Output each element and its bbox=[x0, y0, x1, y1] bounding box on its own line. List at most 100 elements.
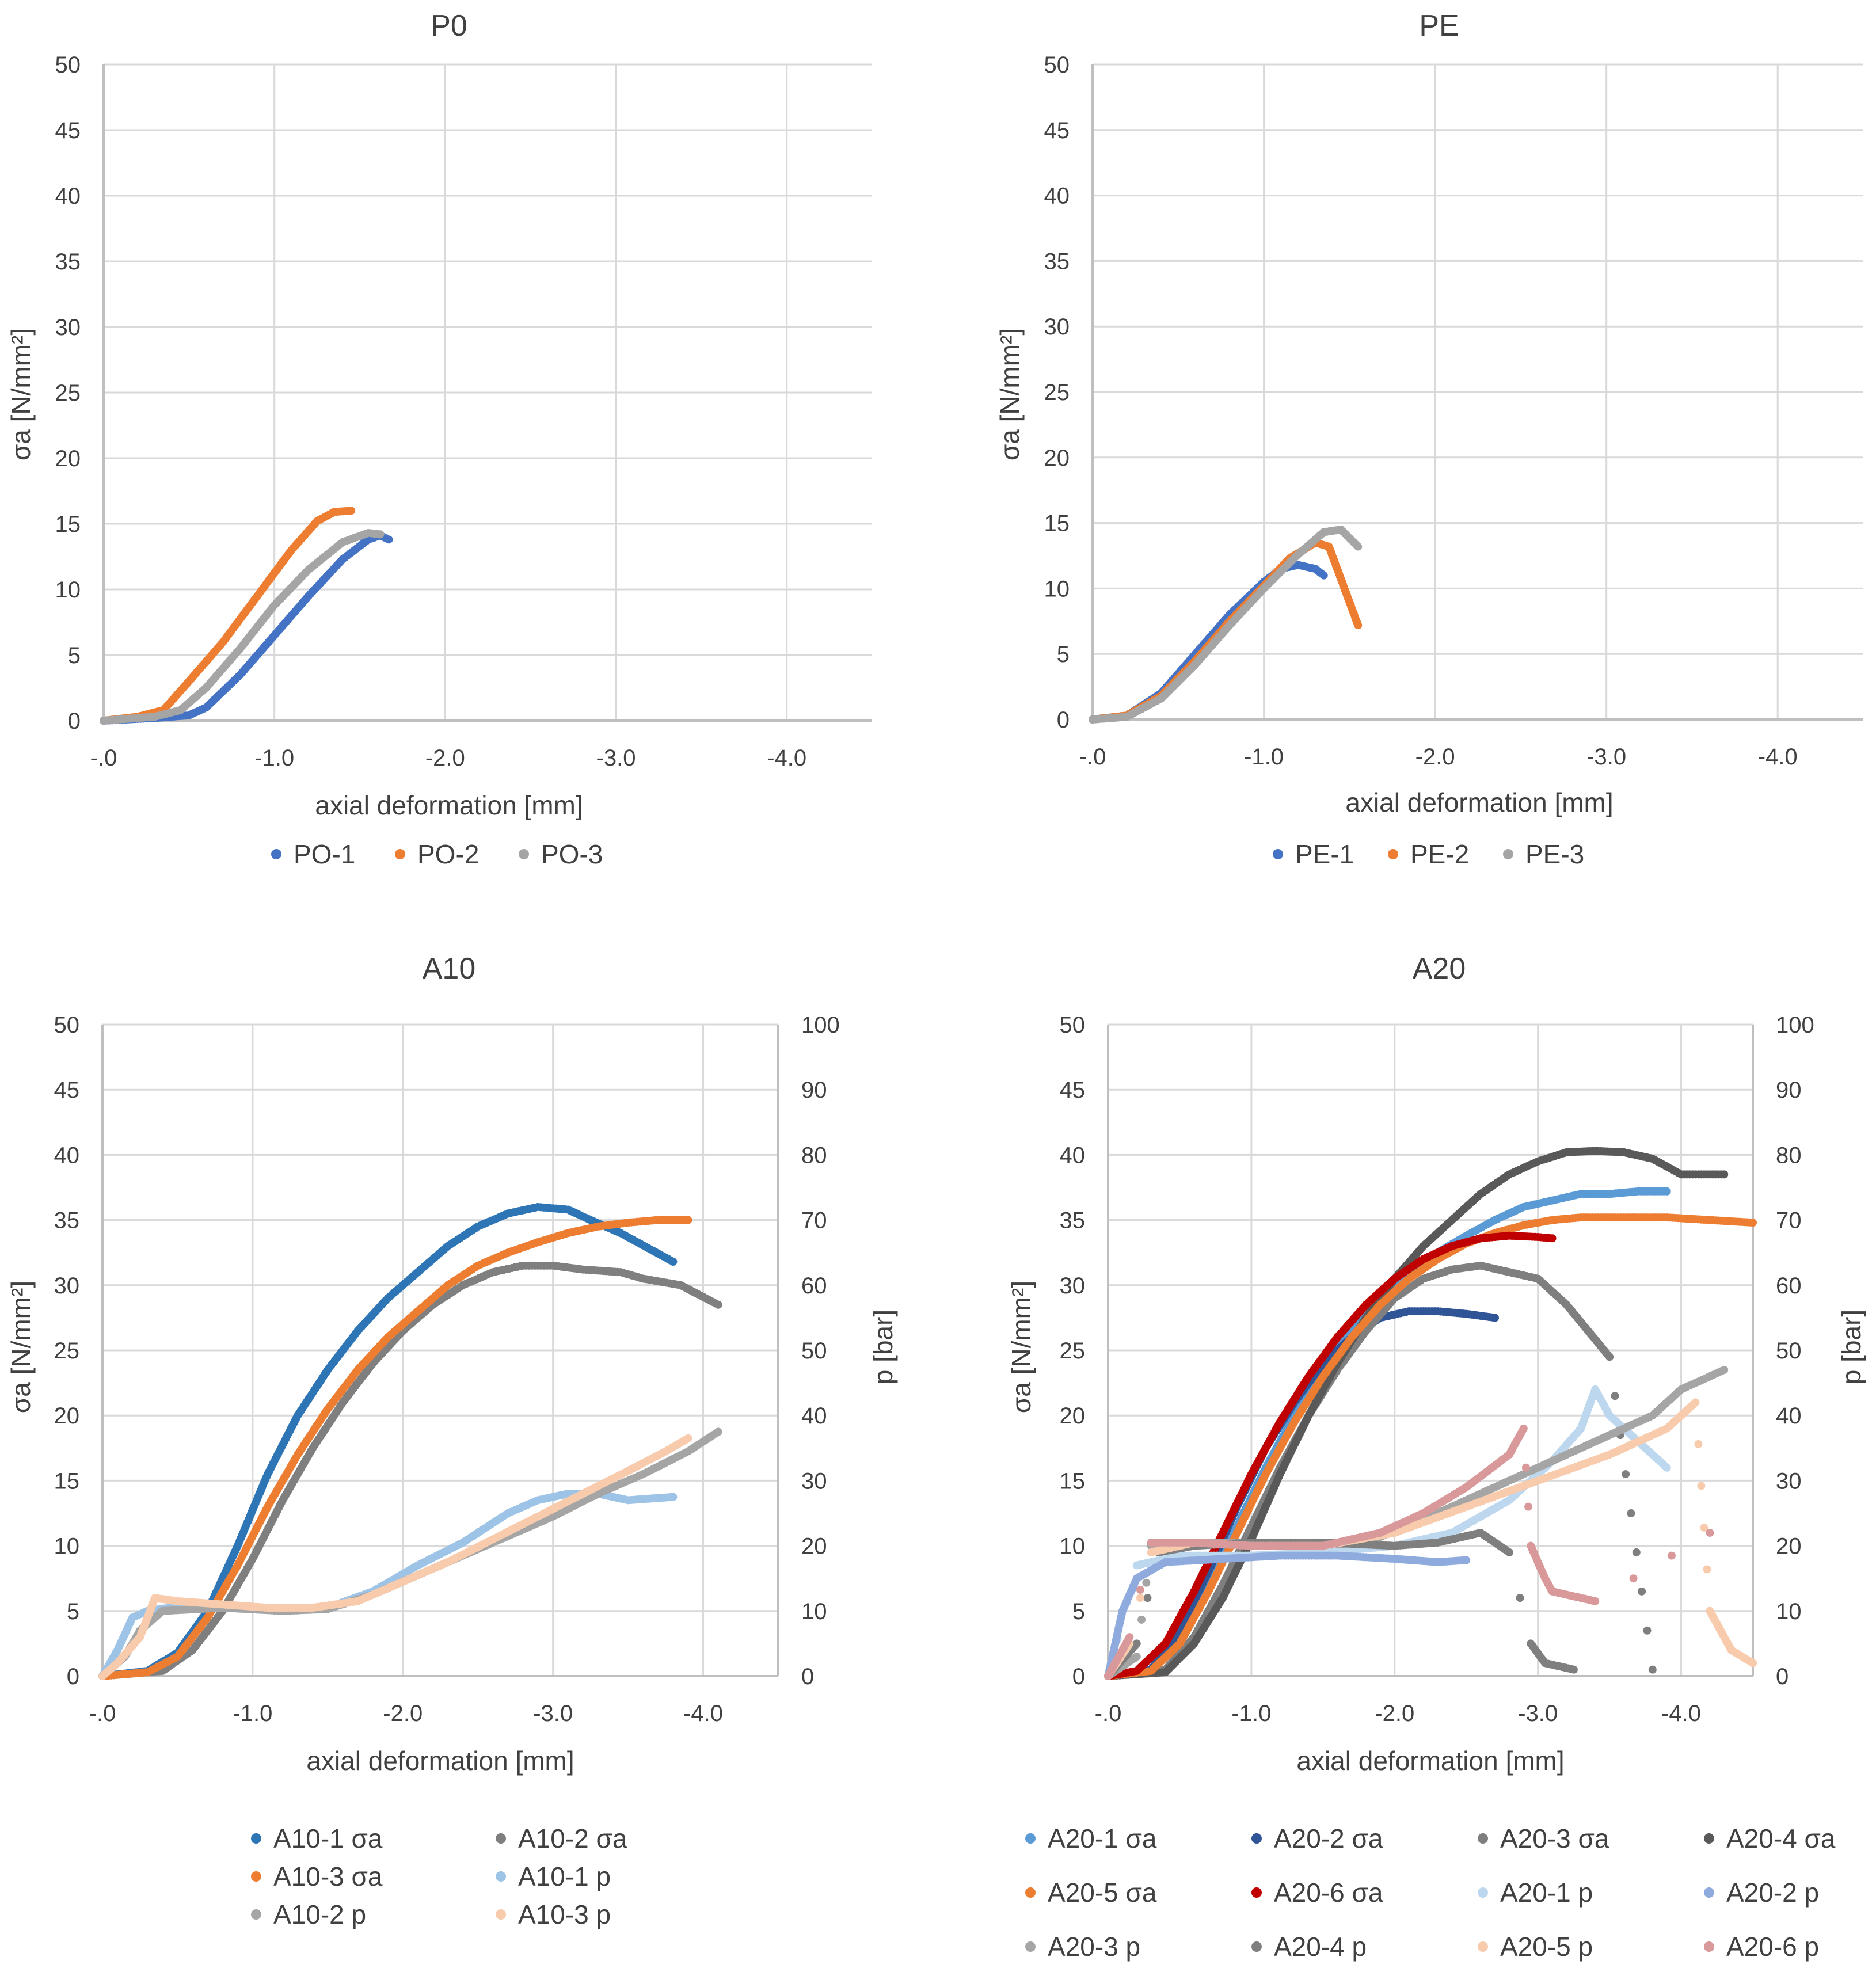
data-point bbox=[669, 1258, 678, 1266]
y-tick-label: 10 bbox=[1060, 1534, 1086, 1559]
y2-tick-label: 70 bbox=[801, 1208, 827, 1234]
x-tick-label: -.0 bbox=[89, 1701, 116, 1726]
x-tick-label: -2.0 bbox=[383, 1701, 423, 1726]
y-tick-label: 10 bbox=[1044, 576, 1070, 602]
y-tick-label: 50 bbox=[54, 1012, 80, 1038]
legend-label: PE-1 bbox=[1295, 839, 1354, 869]
y-tick-label: 40 bbox=[55, 184, 81, 209]
y-tick-label: 10 bbox=[55, 577, 81, 603]
legend-marker bbox=[496, 1909, 506, 1920]
data-point bbox=[1648, 1665, 1657, 1674]
x-tick-label: -3.0 bbox=[533, 1701, 573, 1726]
legend-marker bbox=[496, 1871, 506, 1882]
data-point bbox=[1132, 1653, 1141, 1661]
y2-tick-label: 0 bbox=[801, 1664, 814, 1689]
legend-item: A10-2 σa bbox=[496, 1823, 627, 1853]
x-tick-label: -4.0 bbox=[1758, 744, 1798, 770]
x-tick-label: -1.0 bbox=[1244, 744, 1284, 770]
y2-tick-label: 20 bbox=[801, 1534, 827, 1559]
y-tick-label: 35 bbox=[55, 249, 81, 275]
data-point bbox=[1720, 1170, 1729, 1179]
y-tick-label: 5 bbox=[67, 1599, 79, 1624]
y2-tick-label: 100 bbox=[1776, 1012, 1814, 1038]
data-point bbox=[376, 530, 385, 539]
x-tick-label: -.0 bbox=[1095, 1701, 1122, 1726]
data-point bbox=[1505, 1548, 1513, 1556]
chart-p0-gridlines bbox=[104, 63, 872, 721]
legend-item: PO-3 bbox=[519, 839, 603, 869]
data-point bbox=[714, 1427, 722, 1436]
y-tick-label: 20 bbox=[1044, 446, 1070, 471]
x-tick-label: -2.0 bbox=[425, 745, 465, 771]
data-point bbox=[1622, 1470, 1630, 1479]
chart-pe-y-axis-label: σa [N/mm²] bbox=[995, 328, 1025, 460]
series-A20-2-σa bbox=[1104, 1307, 1499, 1680]
data-point bbox=[1662, 1463, 1671, 1472]
y-tick-label: 35 bbox=[54, 1208, 80, 1234]
chart-p0-y-axis-label: σa [N/mm²] bbox=[6, 328, 36, 460]
legend-item: PE-1 bbox=[1273, 839, 1354, 869]
y-tick-label: 20 bbox=[54, 1403, 80, 1429]
legend-label: A10-1 p bbox=[518, 1861, 611, 1891]
chart-p0-x-axis-label: axial deformation [mm] bbox=[315, 790, 583, 820]
x-tick-label: -3.0 bbox=[1518, 1701, 1558, 1726]
legend-label: A10-1 σa bbox=[273, 1823, 383, 1853]
y-tick-label: 5 bbox=[1072, 1599, 1085, 1624]
y-tick-label: 25 bbox=[54, 1338, 80, 1364]
y2-tick-label: 30 bbox=[801, 1468, 827, 1494]
chart-pe-gridlines bbox=[1093, 63, 1863, 719]
y-tick-label: 20 bbox=[55, 446, 81, 471]
legend-marker bbox=[1388, 849, 1398, 859]
legend-item: PO-2 bbox=[395, 839, 479, 869]
chart-a10-data-marks bbox=[98, 1202, 722, 1680]
legend-label: PO-1 bbox=[294, 839, 355, 869]
y2-tick-label: 40 bbox=[1776, 1403, 1802, 1429]
chart-a20-data-marks bbox=[1104, 1147, 1757, 1680]
chart-a20-axes bbox=[1107, 1025, 1754, 1677]
data-point bbox=[1143, 1594, 1152, 1602]
y-tick-label: 30 bbox=[1060, 1273, 1086, 1299]
legend-label: A10-2 p bbox=[273, 1899, 366, 1929]
data-point bbox=[1516, 1594, 1524, 1602]
y-tick-label: 15 bbox=[1060, 1468, 1086, 1494]
data-point bbox=[669, 1493, 678, 1501]
legend-marker bbox=[251, 1833, 261, 1844]
legend-item: A10-1 p bbox=[496, 1861, 611, 1891]
x-tick-label: -.0 bbox=[1079, 744, 1106, 770]
chart-a10-x-tick-labels: -.0 -1.0 -2.0 -3.0 -4.0 bbox=[89, 1701, 723, 1726]
y-tick-label: 5 bbox=[1057, 642, 1070, 667]
y-tick-label: 0 bbox=[68, 709, 81, 734]
series-PO-3 bbox=[100, 528, 385, 725]
y-tick-label: 0 bbox=[1072, 1664, 1085, 1689]
y2-tick-label: 40 bbox=[801, 1403, 827, 1429]
chart-p0-data-marks bbox=[100, 507, 393, 725]
x-tick-label: -3.0 bbox=[596, 745, 636, 771]
legend-item: PO-1 bbox=[271, 839, 355, 869]
legend-marker bbox=[251, 1871, 261, 1882]
series-A20-2-p bbox=[1104, 1551, 1471, 1680]
y-tick-label: 5 bbox=[68, 643, 81, 668]
legend-marker bbox=[271, 849, 281, 859]
y-tick-label: 30 bbox=[55, 315, 81, 340]
y-tick-label: 40 bbox=[1060, 1143, 1086, 1168]
y-tick-label: 45 bbox=[54, 1078, 80, 1103]
y2-tick-label: 100 bbox=[801, 1012, 840, 1038]
legend-label: PO-2 bbox=[417, 839, 479, 869]
chart-a10-axes bbox=[101, 1025, 779, 1677]
legend-marker bbox=[395, 849, 405, 859]
series-A10-3-σa bbox=[98, 1216, 692, 1680]
data-point bbox=[1627, 1509, 1635, 1517]
data-point bbox=[1749, 1219, 1757, 1227]
chart-p0-x-tick-labels: -.0 -1.0 -2.0 -3.0 -4.0 bbox=[90, 745, 806, 771]
y2-tick-label: 50 bbox=[801, 1338, 827, 1364]
y-tick-label: 25 bbox=[55, 380, 81, 406]
x-tick-label: -2.0 bbox=[1415, 744, 1455, 770]
legend-item: PE-2 bbox=[1388, 839, 1469, 869]
y2-tick-label: 60 bbox=[801, 1273, 827, 1299]
legend-marker bbox=[519, 849, 529, 859]
